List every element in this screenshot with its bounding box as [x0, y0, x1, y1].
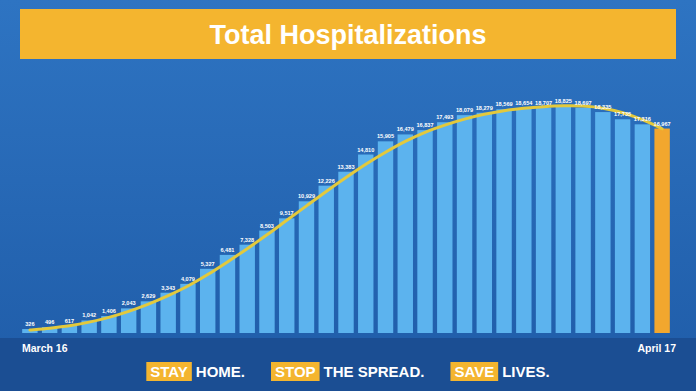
data-label: 4,079 [181, 276, 195, 282]
data-label: 6,481 [220, 247, 234, 253]
plot-area [22, 106, 670, 333]
data-label: 17,316 [634, 116, 651, 122]
data-label: 16,837 [416, 122, 433, 128]
chart: Total Hospitalizations 326 496 617 1,042 1,40… [0, 0, 696, 391]
bar [240, 245, 255, 333]
highlight-box [450, 362, 498, 381]
highlight-box [271, 362, 320, 381]
data-label: 16,967 [654, 121, 671, 127]
bar [575, 108, 590, 333]
bar [477, 113, 492, 333]
data-labels: 326 496 617 1,042 1,406 2,043 2,629 3,343 4,079 5… [25, 98, 670, 327]
data-label: 496 [45, 319, 54, 325]
bar [279, 218, 294, 333]
bar [457, 115, 472, 333]
bar [635, 124, 650, 333]
bar [654, 129, 669, 333]
data-label: 18,707 [535, 100, 552, 106]
data-label: 2,629 [141, 293, 155, 299]
background [0, 0, 696, 391]
data-label: 17,493 [436, 114, 453, 120]
data-label: 18,335 [594, 104, 611, 110]
data-label: 18,825 [555, 98, 572, 104]
bar [319, 186, 334, 333]
bar [378, 141, 393, 333]
slogan: STAY HOME. STOP THE SPREAD. SAVE LIVES. [146, 362, 549, 381]
data-label: 12,226 [318, 178, 335, 184]
data-label: 10,929 [298, 193, 315, 199]
bar [536, 108, 551, 333]
bar [398, 134, 413, 333]
bar [496, 109, 511, 333]
x-tick-label: March 16 [22, 342, 68, 354]
slogan-text: LIVES. [502, 363, 550, 380]
data-label: 617 [65, 318, 74, 324]
data-label: 7,328 [240, 237, 254, 243]
data-label: 18,279 [476, 105, 493, 111]
bar [437, 122, 452, 333]
bar [180, 284, 195, 333]
bar [299, 201, 314, 333]
data-label: 3,343 [161, 285, 175, 291]
bar [595, 112, 610, 333]
bar [358, 155, 373, 333]
data-label: 1,406 [102, 308, 116, 314]
x-tick-label: April 17 [637, 342, 676, 354]
slogan-highlight: SAVE [454, 363, 494, 380]
bar [338, 172, 353, 333]
bar [516, 108, 531, 333]
data-label: 17,735 [614, 111, 631, 117]
data-label: 9,517 [280, 210, 294, 216]
data-label: 18,569 [496, 101, 513, 107]
data-label: 13,383 [337, 164, 354, 170]
data-label: 15,905 [377, 133, 394, 139]
slogan-text: THE SPREAD. [324, 363, 425, 380]
bar [615, 119, 630, 333]
data-label: 18,079 [456, 107, 473, 113]
data-label: 2,043 [122, 300, 136, 306]
bar [417, 130, 432, 333]
data-label: 16,479 [397, 126, 414, 132]
data-label: 18,654 [515, 100, 533, 106]
slogan-highlight: STOP [275, 363, 316, 380]
data-label: 8,503 [260, 223, 274, 229]
highlight-box [146, 362, 192, 381]
bar [259, 231, 274, 333]
bar [556, 106, 571, 333]
data-label: 18,697 [575, 100, 592, 106]
data-label: 5,327 [201, 261, 215, 267]
title-banner [20, 9, 676, 59]
title: Total Hospitalizations [209, 20, 486, 50]
slogan-highlight: STAY [150, 363, 188, 380]
data-label: 14,810 [357, 147, 374, 153]
footer-band [0, 338, 696, 391]
trend-line [30, 106, 662, 330]
data-label: 326 [25, 321, 34, 327]
data-label: 1,042 [82, 312, 96, 318]
slogan-text: HOME. [196, 363, 245, 380]
